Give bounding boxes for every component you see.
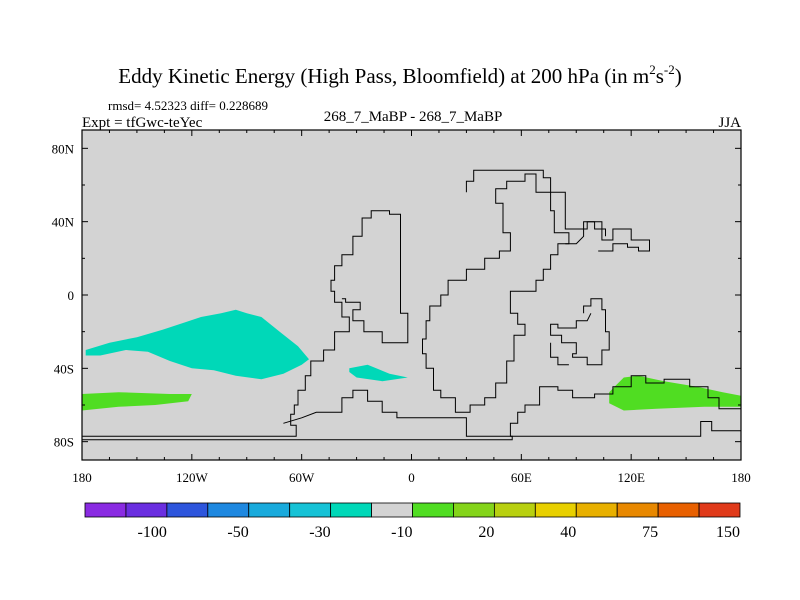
y-tick-label: 40N <box>52 215 75 230</box>
y-tick-label: 80N <box>52 141 75 156</box>
colorbar-box <box>412 502 454 518</box>
colorbar-box <box>534 502 577 518</box>
x-tick-label: 120W <box>176 470 209 485</box>
colorbar-box <box>207 502 250 518</box>
colorbar-box <box>125 502 168 518</box>
colorbar-box <box>575 502 618 518</box>
colorbar-box <box>371 502 413 518</box>
experiment-label: Expt = tfGwc-teYec <box>82 115 203 131</box>
region-green-west-pacific <box>82 392 192 411</box>
colorbar-label: -10 <box>391 524 412 541</box>
maritime-coastline <box>550 342 569 366</box>
x-tick-label: 60W <box>289 470 315 485</box>
region-cyan-south-atlantic <box>349 364 408 382</box>
colorbar-box <box>616 502 659 518</box>
colorbar-box <box>453 502 495 518</box>
colorbar-label: 40 <box>560 524 576 541</box>
colorbar-box <box>698 502 741 518</box>
y-tick-label: 0 <box>68 288 75 303</box>
arabia-india-coastline <box>565 221 606 245</box>
map-background <box>82 130 741 460</box>
y-tick-label: 80S <box>54 435 74 450</box>
colorbar-box <box>84 502 127 518</box>
x-tick-label: 180 <box>731 470 751 485</box>
colorbar-label: -50 <box>227 524 248 541</box>
colorbar-box <box>330 502 372 518</box>
eurasia-east-coastline <box>509 375 741 437</box>
colorbar-label: -30 <box>309 524 330 541</box>
colorbar: -100 -50 -30 -10 20 40 75 150 <box>84 502 741 541</box>
x-tick-label: 60E <box>511 470 532 485</box>
x-tick-label: 0 <box>408 470 415 485</box>
antarctic-peninsula <box>82 389 513 441</box>
colorbar-box <box>289 502 332 518</box>
colorbar-box <box>166 502 209 518</box>
stats-label: rmsd= 4.52323 diff= 0.228689 <box>108 98 268 113</box>
colorbar-label: 75 <box>642 524 658 541</box>
case-label: 268_7_MaBP - 268_7_MaBP <box>324 109 503 125</box>
southeast-asia-coastline <box>550 298 610 366</box>
colorbar-box <box>657 502 700 518</box>
season-label: JJA <box>718 115 741 131</box>
x-tick-label: 120E <box>617 470 645 485</box>
colorbar-box <box>248 502 291 518</box>
x-tick-label: 180 <box>72 470 92 485</box>
colorbar-label: 150 <box>716 524 740 541</box>
americas-coastline <box>82 210 409 437</box>
colorbar-label: -100 <box>138 524 167 541</box>
map-plot: 180 120W 60W 0 60E 120E 180 80N 40N 0 40S 80S <box>52 129 751 485</box>
chart-title: Eddy Kinetic Energy (High Pass, Bloomfie… <box>118 62 682 88</box>
region-cyan-south-pacific <box>85 309 309 380</box>
y-tick-label: 40S <box>54 361 74 376</box>
region-green-indian-ocean <box>609 375 741 411</box>
colorbar-label: 20 <box>478 524 494 541</box>
colorbar-box <box>493 502 536 518</box>
